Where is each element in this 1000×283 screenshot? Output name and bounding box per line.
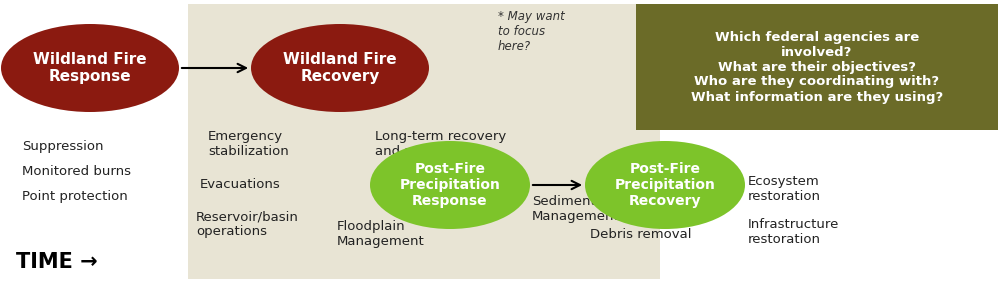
Text: Wildland Fire
Recovery: Wildland Fire Recovery (283, 52, 397, 84)
Text: Post-Fire
Precipitation
Response: Post-Fire Precipitation Response (400, 162, 500, 208)
Ellipse shape (585, 141, 745, 229)
FancyBboxPatch shape (188, 4, 660, 279)
Text: Wildland Fire
Response: Wildland Fire Response (33, 52, 147, 84)
Text: Emergency
stabilization: Emergency stabilization (208, 130, 289, 158)
FancyBboxPatch shape (636, 4, 998, 130)
Text: Infrastructure
restoration: Infrastructure restoration (748, 218, 839, 246)
Text: Long-term recovery
and restoration: Long-term recovery and restoration (375, 130, 506, 158)
Text: Reservoir/basin
operations: Reservoir/basin operations (196, 210, 299, 238)
Text: Point protection: Point protection (22, 190, 128, 203)
Text: Debris removal: Debris removal (590, 228, 692, 241)
Text: Which federal agencies are
involved?
What are their objectives?
Who are they coo: Which federal agencies are involved? Wha… (691, 31, 943, 104)
Text: Post-Fire
Precipitation
Recovery: Post-Fire Precipitation Recovery (615, 162, 715, 208)
Ellipse shape (251, 24, 429, 112)
Text: * May want
to focus
here?: * May want to focus here? (498, 10, 565, 53)
Text: Monitored burns: Monitored burns (22, 165, 131, 178)
Ellipse shape (370, 141, 530, 229)
Text: Suppression: Suppression (22, 140, 104, 153)
Text: Evacuations: Evacuations (200, 178, 281, 191)
Text: TIME →: TIME → (16, 252, 98, 272)
Text: Sediment
Management: Sediment Management (532, 195, 620, 223)
Text: Floodplain
Management: Floodplain Management (337, 220, 425, 248)
Ellipse shape (1, 24, 179, 112)
Text: Ecosystem
restoration: Ecosystem restoration (748, 175, 821, 203)
